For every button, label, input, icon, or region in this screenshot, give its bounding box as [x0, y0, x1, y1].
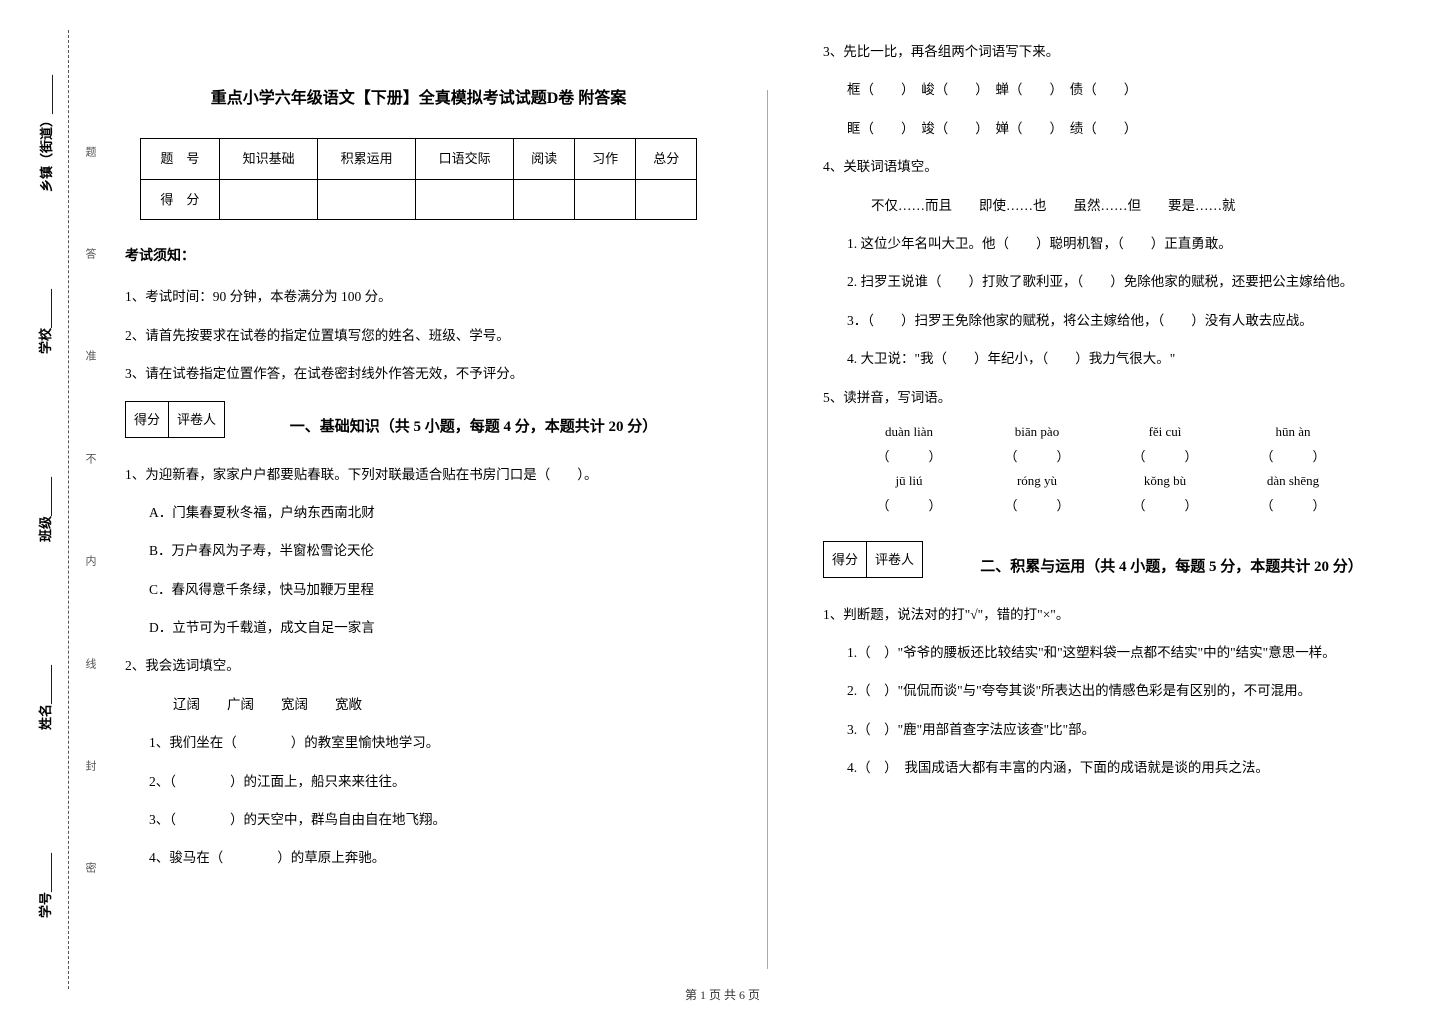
seal-char: 线	[82, 658, 98, 669]
cell	[318, 179, 416, 219]
section-header: 得分 评卷人 一、基础知识（共 5 小题，每题 4 分，本题共计 20 分）	[125, 401, 712, 453]
cell	[575, 179, 636, 219]
q2-bank: 辽阔 广阔 宽阔 宽敞	[173, 689, 712, 721]
table-row: 题 号 知识基础 积累运用 口语交际 阅读 习作 总分	[140, 139, 697, 179]
q2-item: 2、（ ）的江面上，船只来来往往。	[149, 766, 712, 798]
q2-item: 1、我们坐在（ ）的教室里愉快地学习。	[149, 727, 712, 759]
section2-title: 二、积累与运用（共 4 小题，每题 5 分，本题共计 20 分）	[933, 549, 1410, 585]
q3-line: 眶（ ） 竣（ ） 婵（ ） 绩（ ）	[847, 113, 1410, 145]
spine-field-id: 学号______	[35, 853, 54, 918]
cell: 知识基础	[220, 139, 318, 179]
q2-stem: 2、我会选词填空。	[125, 650, 712, 682]
q4-item: 3．（ ）扫罗王免除他家的赋税，将公主嫁给他，（ ）没有人敢去应战。	[847, 305, 1410, 337]
section-header: 得分 评卷人 二、积累与运用（共 4 小题，每题 5 分，本题共计 20 分）	[823, 541, 1410, 593]
q3-line: 框（ ） 峻（ ） 蝉（ ） 债（ ）	[847, 74, 1410, 106]
notice-item: 2、请首先按要求在试卷的指定位置填写您的姓名、班级、学号。	[125, 320, 712, 352]
blank-cell: （ ）	[1243, 445, 1343, 470]
spine-field-school: 学校______	[35, 289, 54, 354]
q1-opt-c: C．春风得意千条绿，快马加鞭万里程	[149, 574, 712, 606]
cell: 题 号	[140, 139, 220, 179]
score-table: 题 号 知识基础 积累运用 口语交际 阅读 习作 总分 得 分	[140, 138, 698, 219]
cell	[220, 179, 318, 219]
seal-char: 封	[82, 760, 98, 771]
exam-title: 重点小学六年级语文【下册】全真模拟考试试题D卷 附答案	[125, 80, 712, 118]
pinyin-cell: jū liú	[859, 469, 959, 494]
page-footer: 第 1 页 共 6 页	[0, 986, 1445, 1003]
cell: 总分	[636, 139, 697, 179]
pinyin-cell: hūn àn	[1243, 420, 1343, 445]
grader-box: 得分 评卷人	[125, 401, 225, 438]
cell	[514, 179, 575, 219]
spine-field-township: 乡镇（街道）______	[36, 75, 55, 192]
q1-stem: 1、为迎新春，家家户户都要贴春联。下列对联最适合贴在书房门口是（ ）。	[125, 459, 712, 491]
q1-opt-b: B．万户春风为子寿，半窗松雪论天伦	[149, 535, 712, 567]
q4-bank: 不仅……而且 即使……也 虽然……但 要是……就	[871, 190, 1410, 222]
pinyin-cell: dàn shēng	[1243, 469, 1343, 494]
blank-cell: （ ）	[987, 445, 1087, 470]
seal-line-text: 题 答 准 不 内 线 封 密	[82, 0, 98, 1019]
q2-item: 4、骏马在（ ）的草原上奔驰。	[149, 842, 712, 874]
right-column: 3、先比一比，再各组两个词语写下来。 框（ ） 峻（ ） 蝉（ ） 债（ ） 眶…	[808, 30, 1425, 979]
q1-opt-a: A．门集春夏秋冬福，户纳东西南北财	[149, 497, 712, 529]
seal-char: 密	[82, 862, 98, 873]
pinyin-cell: biān pào	[987, 420, 1087, 445]
notice-item: 1、考试时间：90 分钟，本卷满分为 100 分。	[125, 281, 712, 313]
q4-item: 1. 这位少年名叫大卫。他（ ）聪明机智，（ ）正直勇敢。	[847, 228, 1410, 260]
notice-item: 3、请在试卷指定位置作答，在试卷密封线外作答无效，不予评分。	[125, 358, 712, 390]
pinyin-cell: duàn liàn	[859, 420, 959, 445]
pinyin-cell: fěi cuì	[1115, 420, 1215, 445]
seal-char: 准	[82, 350, 98, 361]
pinyin-grid: duàn liàn biān pào fěi cuì hūn àn （ ） （ …	[859, 420, 1410, 519]
cell	[636, 179, 697, 219]
seal-char: 题	[82, 146, 98, 157]
blank-cell: （ ）	[1115, 445, 1215, 470]
cell: 积累运用	[318, 139, 416, 179]
cell	[416, 179, 514, 219]
spine-field-class: 班级______	[35, 477, 54, 542]
seal-char: 答	[82, 248, 98, 259]
q4-item: 2. 扫罗王说谁（ ）打败了歌利亚，（ ）免除他家的赋税，还要把公主嫁给他。	[847, 266, 1410, 298]
blank-cell: （ ）	[859, 445, 959, 470]
grader-person-label: 评卷人	[169, 402, 224, 437]
seal-char: 不	[82, 453, 98, 464]
section1-title: 一、基础知识（共 5 小题，每题 4 分，本题共计 20 分）	[235, 409, 712, 445]
blank-cell: （ ）	[1243, 494, 1343, 519]
page-content: 重点小学六年级语文【下册】全真模拟考试试题D卷 附答案 题 号 知识基础 积累运…	[110, 30, 1425, 979]
cell: 得 分	[140, 179, 220, 219]
s2q1-item: 4.（ ） 我国成语大都有丰富的内涵，下面的成语就是谈的用兵之法。	[847, 752, 1410, 784]
cell: 阅读	[514, 139, 575, 179]
q1-opt-d: D．立节可为千载道，成文自足一家言	[149, 612, 712, 644]
blank-cell: （ ）	[859, 494, 959, 519]
grader-score-label: 得分	[824, 542, 867, 577]
s2q1-item: 1.（ ）"爷爷的腰板还比较结实"和"这塑料袋一点都不结实"中的"结实"意思一样…	[847, 637, 1410, 669]
q5-stem: 5、读拼音，写词语。	[823, 382, 1410, 414]
binding-spine: 乡镇（街道）______ 学校______ 班级______ 姓名______ …	[0, 0, 90, 1019]
s2q1-item: 2.（ ）"侃侃而谈"与"夸夸其谈"所表达出的情感色彩是有区别的，不可混用。	[847, 675, 1410, 707]
blank-cell: （ ）	[987, 494, 1087, 519]
q4-stem: 4、关联词语填空。	[823, 151, 1410, 183]
cell: 习作	[575, 139, 636, 179]
q3-stem: 3、先比一比，再各组两个词语写下来。	[823, 36, 1410, 68]
table-row: 得 分	[140, 179, 697, 219]
seal-char: 内	[82, 555, 98, 566]
grader-person-label: 评卷人	[867, 542, 922, 577]
seal-line	[68, 30, 69, 989]
blank-cell: （ ）	[1115, 494, 1215, 519]
pinyin-cell: kǒng bù	[1115, 469, 1215, 494]
q4-item: 4. 大卫说："我（ ）年纪小，（ ）我力气很大。"	[847, 343, 1410, 375]
left-column: 重点小学六年级语文【下册】全真模拟考试试题D卷 附答案 题 号 知识基础 积累运…	[110, 30, 727, 979]
spine-field-name: 姓名______	[35, 665, 54, 730]
q2-item: 3、（ ）的天空中，群鸟自由自在地飞翔。	[149, 804, 712, 836]
s2q1-stem: 1、判断题，说法对的打"√"，错的打"×"。	[823, 599, 1410, 631]
pinyin-cell: róng yù	[987, 469, 1087, 494]
column-divider	[767, 90, 768, 969]
s2q1-item: 3.（ ）"鹿"用部首查字法应该查"比"部。	[847, 714, 1410, 746]
grader-score-label: 得分	[126, 402, 169, 437]
cell: 口语交际	[416, 139, 514, 179]
notice-heading: 考试须知：	[125, 240, 712, 274]
grader-box: 得分 评卷人	[823, 541, 923, 578]
